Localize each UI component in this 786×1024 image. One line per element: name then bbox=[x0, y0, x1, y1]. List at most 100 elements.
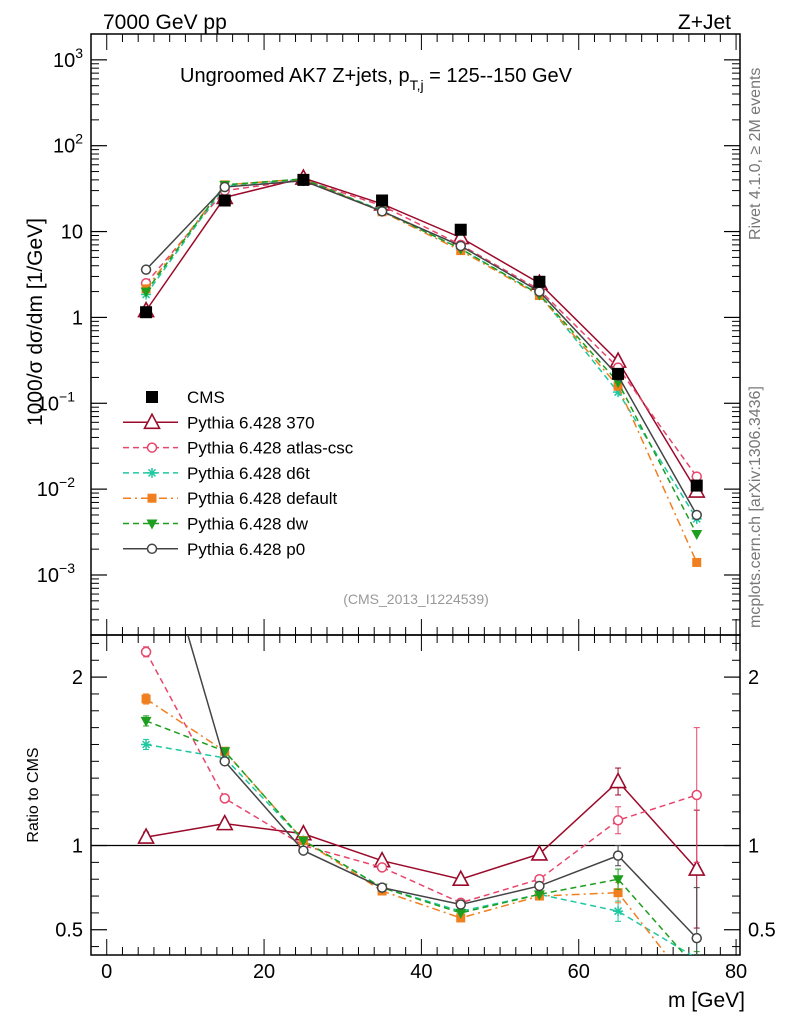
marker-triangle-down bbox=[146, 519, 158, 530]
marker-circle bbox=[376, 882, 388, 893]
marker-circle bbox=[612, 850, 624, 861]
ratio-line bbox=[187, 635, 698, 939]
series-line bbox=[145, 178, 698, 520]
marker-square bbox=[297, 173, 310, 186]
marker-circle bbox=[455, 240, 466, 252]
marker-square bbox=[147, 493, 157, 503]
main-ylabel: 1000/σ dσ/dm [1/GeV] bbox=[24, 218, 47, 426]
source-reference-text: mcplots.cern.ch [arXiv:1306.3436] bbox=[747, 386, 764, 628]
process-label: Z+Jet bbox=[678, 11, 731, 34]
marker-circle bbox=[691, 932, 702, 944]
legend-item: Pythia 6.428 dw bbox=[123, 515, 309, 534]
marker-square bbox=[218, 194, 231, 207]
marker-square bbox=[690, 479, 703, 492]
ratio-ylabel: Ratio to CMS bbox=[25, 747, 42, 842]
legend-item: Pythia 6.428 atlas-csc bbox=[123, 439, 354, 458]
marker-star-stroke bbox=[147, 468, 157, 477]
main-y-tick-label: 103 bbox=[53, 45, 83, 72]
marker-star-stroke bbox=[693, 954, 695, 955]
marker-triangle-down bbox=[455, 908, 467, 919]
legend-item: Pythia 6.428 d6t bbox=[123, 464, 310, 483]
marker-triangle-down bbox=[140, 287, 152, 298]
marker-circle bbox=[219, 793, 230, 804]
energy-label: 7000 GeV pp bbox=[103, 11, 227, 34]
title-subscript: T,j bbox=[410, 77, 424, 93]
marker-circle bbox=[298, 845, 309, 856]
legend-label: Pythia 6.428 dw bbox=[187, 515, 309, 534]
legend-item: Pythia 6.428 370 bbox=[123, 412, 315, 432]
marker-triangle-down bbox=[691, 964, 702, 974]
marker-circle bbox=[534, 286, 545, 297]
marker-circle bbox=[146, 442, 158, 453]
legend-label: Pythia 6.428 d6t bbox=[187, 464, 310, 483]
legend-label: Pythia 6.428 370 bbox=[187, 413, 315, 432]
marker-square bbox=[140, 306, 153, 319]
marker-triangle bbox=[143, 412, 161, 430]
ratio-y-tick-label: 2 bbox=[72, 667, 83, 689]
marker-star-stroke bbox=[614, 907, 623, 916]
series-line bbox=[145, 179, 698, 478]
main-y-tick-label: 10−3 bbox=[37, 560, 75, 587]
legend-label: Pythia 6.428 p0 bbox=[187, 540, 305, 559]
marker-triangle bbox=[530, 844, 549, 861]
ratio-y-tick-label-right: 0.5 bbox=[748, 920, 776, 942]
marker-circle bbox=[612, 815, 624, 826]
marker-circle bbox=[691, 789, 702, 801]
legend-label: CMS bbox=[187, 388, 225, 407]
main-y-tick-label: 10−1 bbox=[37, 388, 75, 415]
legend-item: Pythia 6.428 default bbox=[123, 489, 338, 508]
marker-circle bbox=[140, 646, 152, 658]
marker-circle bbox=[455, 899, 466, 910]
ratio-y-tick-label: 1 bbox=[72, 836, 83, 858]
marker-circle bbox=[219, 756, 230, 767]
marker-square bbox=[692, 557, 702, 567]
marker-triangle bbox=[609, 771, 627, 789]
x-tick-label: 20 bbox=[253, 961, 275, 983]
marker-triangle-down bbox=[612, 875, 624, 886]
ratio-y-tick-label-right: 2 bbox=[748, 667, 759, 689]
marker-triangle-down bbox=[533, 890, 545, 901]
marker-triangle-down bbox=[297, 836, 309, 847]
plot-title: Ungroomed AK7 Z+jets, pT,j = 125--150 Ge… bbox=[180, 65, 573, 93]
ratio-series-pythia-6-428-p0 bbox=[187, 635, 702, 955]
marker-square bbox=[533, 275, 546, 288]
legend-label: Pythia 6.428 atlas-csc bbox=[187, 439, 354, 458]
x-tick-label: 0 bbox=[101, 961, 112, 983]
main-y-tick-label: 102 bbox=[53, 131, 83, 158]
series-cms bbox=[140, 173, 703, 492]
marker-triangle bbox=[687, 859, 706, 876]
marker-star-stroke bbox=[142, 740, 151, 749]
ratio-line bbox=[145, 780, 698, 880]
series-line bbox=[145, 178, 698, 535]
marker-square bbox=[376, 194, 389, 207]
ratio-y-tick-label-right: 1 bbox=[748, 836, 759, 858]
ratio-line bbox=[145, 720, 686, 955]
marker-circle bbox=[146, 543, 158, 555]
marker-circle bbox=[140, 264, 152, 275]
marker-circle bbox=[376, 206, 388, 217]
ratio-y-tick-label: 0.5 bbox=[55, 920, 83, 942]
marker-triangle bbox=[451, 869, 470, 887]
legend: CMS Pythia 6.428 370 Pythia 6.428 atlas-cs… bbox=[123, 388, 354, 559]
marker-star-stroke bbox=[699, 954, 701, 955]
series-line bbox=[145, 180, 698, 516]
rivet-version-text: Rivet 4.1.0, ≥ 2M events bbox=[747, 68, 764, 240]
marker-triangle-down bbox=[691, 530, 703, 541]
marker-circle bbox=[376, 862, 388, 873]
main-y-tick-label: 1 bbox=[72, 307, 83, 329]
marker-triangle bbox=[215, 813, 234, 831]
ratio-line bbox=[145, 651, 697, 904]
legend-item: Pythia 6.428 p0 bbox=[123, 540, 305, 559]
marker-triangle-down bbox=[140, 716, 152, 727]
x-tick-label: 80 bbox=[725, 961, 747, 983]
main-series-layer bbox=[137, 168, 706, 567]
main-y-tick-label: 10−2 bbox=[37, 474, 75, 501]
marker-square bbox=[613, 888, 623, 898]
legend-item: CMS bbox=[146, 388, 225, 407]
marker-circle bbox=[219, 181, 230, 193]
main-y-tick-label: 10 bbox=[61, 222, 83, 244]
ratio-series-layer bbox=[137, 635, 706, 974]
marker-square bbox=[454, 223, 467, 236]
xlabel: m [GeV] bbox=[668, 989, 745, 1012]
